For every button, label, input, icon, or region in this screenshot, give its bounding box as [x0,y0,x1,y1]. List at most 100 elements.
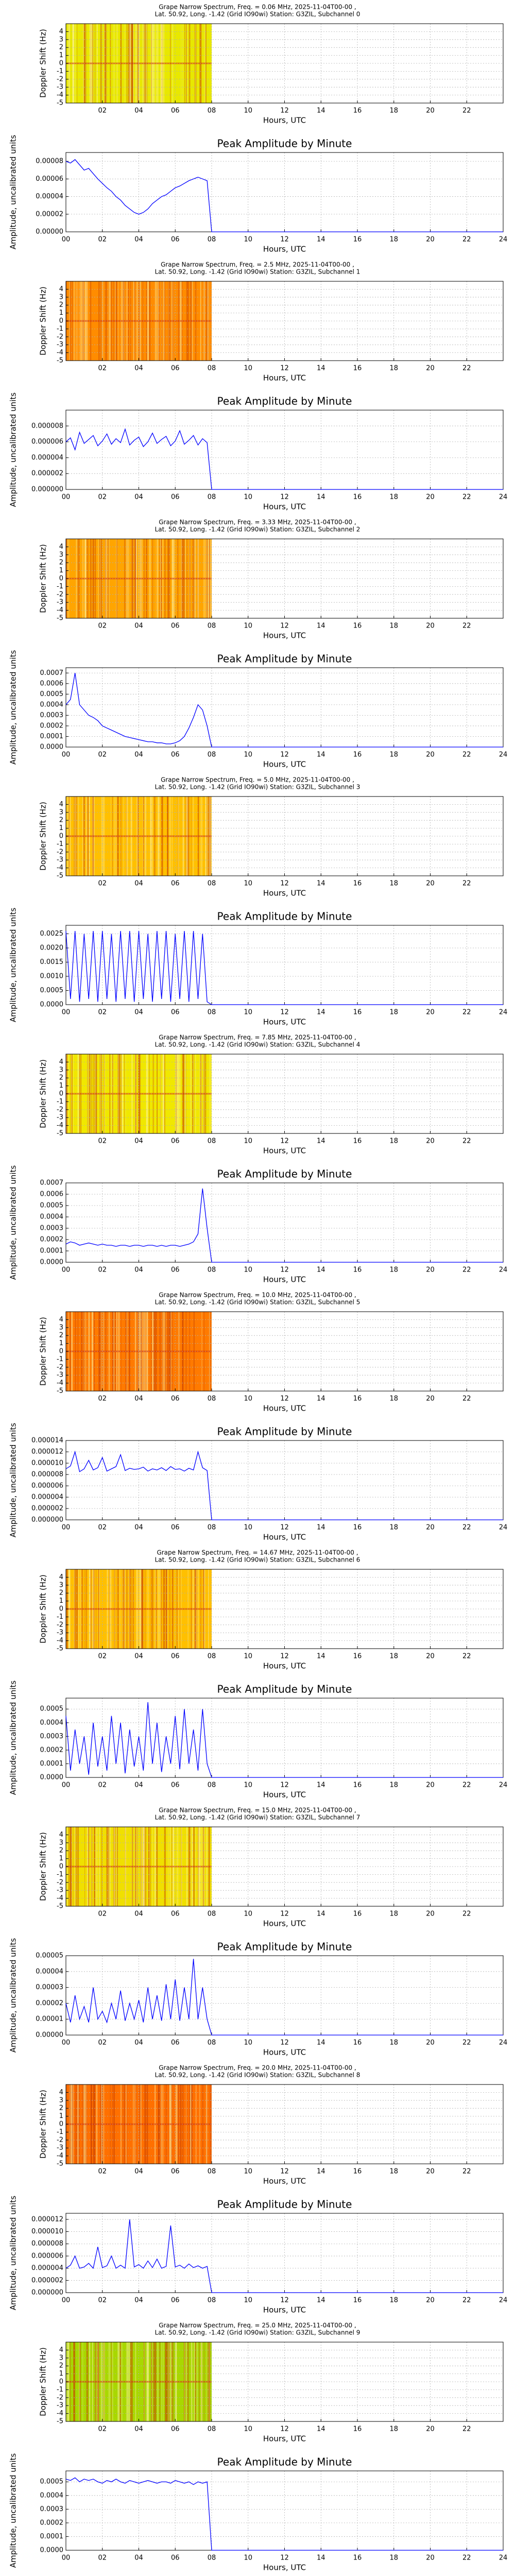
y-tick-label: 0 [59,1090,63,1098]
x-tick-label: 14 [317,1395,325,1403]
x-tick-label: 24 [499,494,508,501]
x-tick-label: 16 [353,1782,362,1789]
y-tick-label: 1 [59,824,63,832]
amplitude-line [65,1450,503,1520]
y-tick-label: 1 [59,567,63,574]
x-tick-label: 16 [353,1395,362,1403]
y-tick-label: 4 [59,543,63,551]
x-tick-label: 18 [389,1524,398,1532]
x-tick-label: 06 [171,236,180,244]
y-tick-label: 0.0001 [40,2533,64,2540]
x-tick-label: 04 [134,1138,143,1145]
y-tick-label: 2 [59,559,63,567]
x-tick-label: 14 [317,2039,325,2047]
chart-title: Peak Amplitude by Minute [217,138,352,150]
y-tick-label: 0.0002 [40,722,64,730]
x-tick-label: 04 [134,2554,143,2562]
x-tick-label: 08 [208,2554,216,2562]
y-tick-label: 0.0005 [40,690,64,698]
x-tick-label: 04 [134,1782,143,1789]
x-tick-label: 24 [499,2297,508,2304]
y-tick-label: 0.0000 [40,2547,64,2554]
plot-frame [65,1054,504,1134]
y-tick-label: 3 [59,808,63,816]
x-tick-label: 18 [389,622,398,630]
x-tick-label: 12 [280,2554,289,2562]
y-axis-label: Doppler Shift (Hz) [39,2090,48,2159]
y-tick-label: 0.000008 [31,2240,63,2248]
y-tick-label: 0.000006 [31,2252,63,2260]
x-tick-label: 14 [317,494,325,501]
x-tick-label: 08 [208,2426,216,2433]
x-tick-label: 14 [317,2554,325,2562]
x-tick-label: 10 [244,1138,252,1145]
x-tick-label: 22 [462,107,471,115]
x-tick-label: 22 [462,2426,471,2433]
x-tick-label: 20 [426,2168,435,2176]
y-tick-label: 0.0003 [40,1225,64,1232]
x-axis-label: Hours, UTC [263,1146,306,1156]
x-tick-label: 18 [389,2297,398,2304]
x-tick-label: 06 [171,1782,180,1789]
chart-subtitle: Lat. 50.92, Long. -1.42 (Grid IO90wi) St… [155,1814,360,1821]
x-tick-label: 04 [134,236,143,244]
x-tick-label: 00 [62,2297,71,2304]
x-tick-label: 06 [171,880,180,888]
y-axis-label: Doppler Shift (Hz) [39,2347,48,2416]
chart-subtitle: Lat. 50.92, Long. -1.42 (Grid IO90wi) St… [155,11,360,18]
x-tick-label: 08 [208,236,216,244]
y-tick-label: 1 [59,2112,63,2120]
x-tick-label: 10 [244,1009,252,1016]
y-tick-label: 0.000008 [31,422,63,430]
chart-title: Grape Narrow Spectrum, Freq. = 2.5 MHz, … [161,261,354,268]
y-tick-label: -5 [57,1130,63,1138]
chart-subtitle: Lat. 50.92, Long. -1.42 (Grid IO90wi) St… [155,784,360,791]
y-tick-label: 0.0003 [40,2505,64,2513]
y-tick-label: 0.0015 [40,958,64,966]
y-axis-label: Doppler Shift (Hz) [39,544,48,613]
x-tick-label: 20 [426,107,435,115]
x-axis-label: Hours, UTC [263,1018,306,1027]
y-tick-label: 0.00006 [36,175,63,183]
chart-subtitle: Lat. 50.92, Long. -1.42 (Grid IO90wi) St… [155,2329,360,2336]
y-tick-label: 4 [59,1573,63,1581]
x-tick-label: 10 [244,1782,252,1789]
y-tick-label: 0.0010 [40,973,64,980]
x-tick-label: 18 [389,1782,398,1789]
y-tick-label: -4 [57,91,63,99]
x-tick-label: 02 [98,1524,107,1532]
y-tick-label: 0.0003 [40,1733,64,1740]
chart-title: Peak Amplitude by Minute [217,2456,352,2468]
x-tick-label: 08 [208,494,216,501]
x-tick-label: 06 [171,2039,180,2047]
y-tick-label: -5 [57,872,63,880]
plot-frame [65,1826,504,1907]
x-tick-label: 00 [62,236,71,244]
y-tick-label: -4 [57,1379,63,1387]
chart-title: Peak Amplitude by Minute [217,395,352,408]
x-tick-label: 06 [171,1524,180,1532]
y-axis-label: Doppler Shift (Hz) [39,1832,48,1901]
y-tick-label: 0.0000 [40,1259,64,1266]
chart-title: Peak Amplitude by Minute [217,1426,352,1438]
x-tick-label: 08 [208,2297,216,2304]
y-axis-label: Amplitude, uncalibrated units [9,393,18,507]
x-tick-label: 06 [171,2554,180,2562]
y-tick-label: -4 [57,1637,63,1645]
x-tick-label: 10 [244,2426,252,2433]
x-tick-label: 16 [353,1009,362,1016]
x-axis-label: Hours, UTC [263,1790,306,1800]
y-tick-label: 4 [59,1316,63,1324]
y-tick-label: 0.000010 [31,1460,63,1467]
x-tick-label: 14 [317,1524,325,1532]
plot-frame [65,281,504,361]
y-tick-label: 1 [59,1855,63,1862]
y-tick-label: 0.0002 [40,2519,64,2527]
amplitude-line [65,159,503,232]
y-axis-label: Amplitude, uncalibrated units [9,135,18,250]
x-tick-label: 12 [280,1653,289,1660]
x-axis-label: Hours, UTC [263,2048,306,2057]
x-tick-label: 16 [353,622,362,630]
y-tick-label: 0.000012 [31,2215,63,2223]
